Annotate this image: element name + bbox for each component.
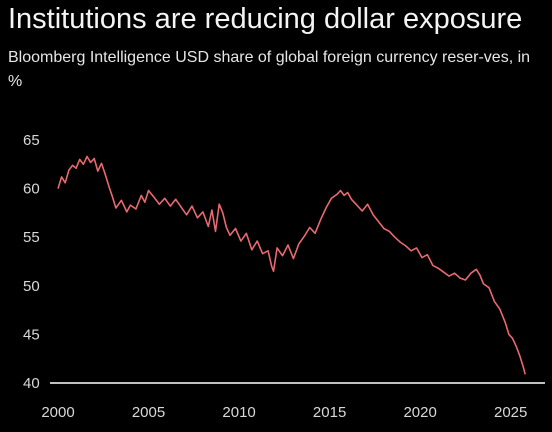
x-tick-label-2025: 2025 [494,404,527,421]
x-tick-label-2010: 2010 [222,404,255,421]
y-tick-label-55: 55 [23,229,40,246]
y-tick-label-40: 40 [23,375,40,392]
x-tick-label-2000: 2000 [41,404,74,421]
y-tick-label-65: 65 [23,132,40,149]
x-tick-label-2005: 2005 [132,404,165,421]
y-tick-label-50: 50 [23,278,40,295]
y-tick-label-60: 60 [23,181,40,198]
x-axis-ticks: 2000 2005 2010 2015 2020 2025 [41,404,527,421]
chart-title: Institutions are reducing dollar exposur… [8,3,523,35]
chart-subtitle: Bloomberg Intelligence USD share of glob… [8,49,531,90]
y-axis-ticks: 40 45 50 55 60 65 [23,132,40,392]
series-line [57,155,526,375]
x-tick-label-2020: 2020 [403,404,436,421]
x-tick-label-2015: 2015 [313,404,346,421]
y-tick-label-45: 45 [23,326,40,343]
